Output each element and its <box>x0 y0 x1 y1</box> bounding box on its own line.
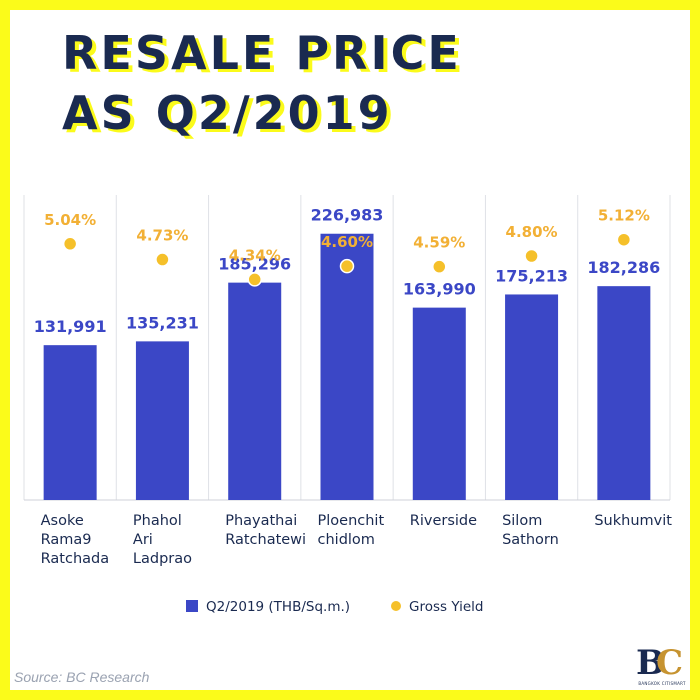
price-bar <box>43 345 97 500</box>
yield-dot <box>247 272 262 287</box>
category-tick-label: Sukhumvit <box>594 513 672 529</box>
yield-value-label: 5.12% <box>598 207 650 225</box>
yield-value-label: 5.04% <box>44 211 96 229</box>
category-tick-line: Asoke <box>41 513 84 529</box>
chart-title-line-2: AS Q2/2019 <box>62 86 393 140</box>
category-tick-line: Ratchada <box>41 551 109 567</box>
category-tick-line: Ladprao <box>133 551 192 567</box>
category-tick-label: Phahol Ari Ladprao <box>133 513 192 567</box>
price-bar <box>320 233 374 500</box>
legend-bar-swatch <box>186 600 198 612</box>
bar-value-label: 185,296 <box>218 255 291 274</box>
category-tick-line: Ratchatewi <box>225 532 306 548</box>
category-tick-label: Asoke Rama9 Ratchada <box>41 513 109 567</box>
category-tick-line: Silom <box>502 513 542 529</box>
legend-bar-label: Q2/2019 (THB/Sq.m.) <box>206 599 350 615</box>
price-bar <box>412 307 466 500</box>
category-tick-label: Phayathai Ratchatewi <box>225 513 306 548</box>
resale-price-chart: 131,991 5.04% Asoke Rama9 Ratchada 135,231 4.7… <box>23 195 672 615</box>
yield-dot <box>616 232 632 247</box>
yield-dot <box>524 248 539 264</box>
yield-value-label: 4.34% <box>229 246 281 264</box>
chart-title-line-1: RESALE PRICE <box>62 26 462 80</box>
bar-value-label: 163,990 <box>403 280 476 299</box>
price-bar <box>597 286 651 500</box>
bar-value-label: 175,213 <box>495 266 568 285</box>
category-tick-line: Phayathai <box>225 513 297 529</box>
price-bar <box>228 282 282 500</box>
category-tick-label: Riverside <box>410 513 477 529</box>
category-tick-line: chidlom <box>318 532 375 548</box>
legend-dot-label: Gross Yield <box>409 599 483 615</box>
bar-value-label: 182,286 <box>587 258 660 277</box>
source-note: Source: BC Research <box>14 669 150 685</box>
logo-letter-c: C <box>656 643 684 683</box>
yield-dot <box>62 236 78 252</box>
logo-caption: BANGKOK CITISMART <box>638 681 686 686</box>
category-tick-line: Sukhumvit <box>594 513 672 529</box>
category-tick-label: Silom Sathorn <box>502 513 559 548</box>
price-bar <box>135 341 189 500</box>
bar-value-label: 135,231 <box>126 313 199 332</box>
yield-value-label: 4.73% <box>136 227 188 245</box>
legend-dot-swatch <box>391 601 401 611</box>
category-tick-line: Rama9 <box>41 532 92 548</box>
yield-value-label: 4.60% <box>321 233 373 251</box>
category-tick-line: Sathorn <box>502 532 559 548</box>
yield-dot <box>155 252 170 267</box>
chart-card: RESALE PRICE AS Q2/2019 131,991 5.04% Asok… <box>10 10 690 690</box>
yield-value-label: 4.59% <box>413 234 465 252</box>
yield-value-label: 4.80% <box>506 223 558 241</box>
category-tick-line: Ari <box>133 532 153 548</box>
category-tick-line: Riverside <box>410 513 477 529</box>
category-tick-label: Ploenchit chidlom <box>318 513 385 548</box>
logo-letter-b: B <box>636 643 665 683</box>
bc-logo: B C BANGKOK CITISMART <box>636 646 688 688</box>
price-bar <box>505 294 559 500</box>
yield-dot <box>432 259 447 274</box>
bar-value-label: 226,983 <box>311 206 384 225</box>
yield-dot <box>339 258 355 274</box>
category-tick-line: Ploenchit <box>318 513 385 529</box>
bar-value-label: 131,991 <box>34 317 107 336</box>
category-tick-line: Phahol <box>133 513 182 529</box>
